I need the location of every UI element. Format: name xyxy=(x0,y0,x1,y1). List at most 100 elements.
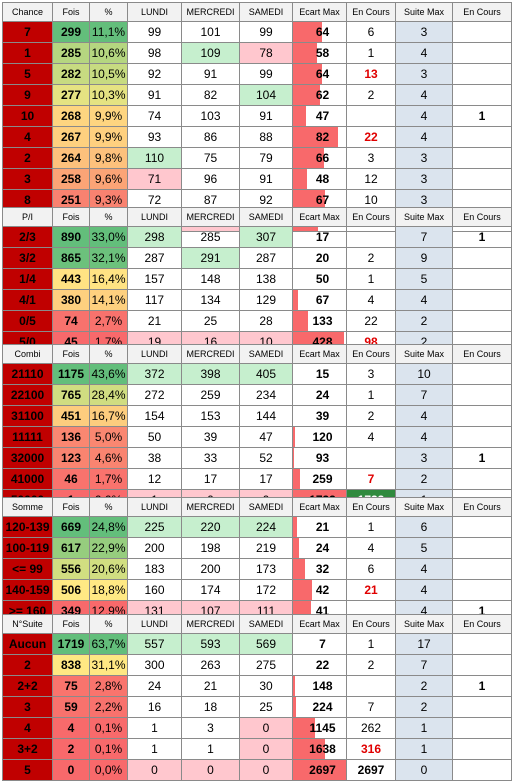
lundi-cell: 300 xyxy=(127,654,182,676)
samedi-cell: 138 xyxy=(239,268,293,290)
stats-table-5: N°Suite Fois% LUNDI MERCREDI SAMEDI Ecart Max… xyxy=(2,614,512,781)
row-label-cell: 22100 xyxy=(2,384,53,406)
fois-cell: 506 xyxy=(52,579,90,601)
lundi-cell: 1 xyxy=(127,717,182,739)
ecart-max-cell: 17 xyxy=(292,226,347,248)
en-cours-cell: 316 xyxy=(346,738,396,760)
stats-table-4: Somme Fois% LUNDI MERCREDI SAMEDI Ecart Max En… xyxy=(2,497,512,622)
ecart-data-bar xyxy=(293,448,295,468)
suite-max-cell: 3 xyxy=(395,147,453,169)
en-cours-cell xyxy=(346,226,396,248)
column-header-ecart: Ecart Max xyxy=(292,2,347,22)
en-cours-suite-cell xyxy=(452,516,512,538)
row-label-cell: 3 xyxy=(2,696,53,718)
en-cours-suite-cell xyxy=(452,654,512,676)
row-label-cell: 21110 xyxy=(2,363,53,385)
mercredi-cell: 153 xyxy=(181,405,240,427)
ecart-data-bar xyxy=(293,427,296,447)
samedi-cell: 79 xyxy=(239,147,293,169)
en-cours-suite-cell xyxy=(452,405,512,427)
suite-max-cell: 4 xyxy=(395,558,453,580)
ecart-max-value: 133 xyxy=(312,314,333,328)
samedi-cell: 99 xyxy=(239,21,293,43)
row-label-cell: 1/4 xyxy=(2,268,53,290)
row-label-cell: 41000 xyxy=(2,468,53,490)
row-label-cell: 3 xyxy=(2,168,53,190)
fois-cell: 258 xyxy=(52,168,90,190)
samedi-cell: 144 xyxy=(239,405,293,427)
ecart-max-cell: 1638 xyxy=(292,738,347,760)
column-header-encours2: En Cours xyxy=(452,344,512,364)
row-label-cell: 4 xyxy=(2,717,53,739)
table-row: 3 59 2,2% 16 18 25 224 7 2 xyxy=(2,696,512,718)
fois-cell: 282 xyxy=(52,63,90,85)
en-cours-suite-cell xyxy=(452,363,512,385)
table-row: 11111 136 5,0% 50 39 47 120 4 4 xyxy=(2,426,512,448)
percent-cell: 2,7% xyxy=(89,310,128,332)
mercredi-cell: 96 xyxy=(181,168,240,190)
lundi-cell: 16 xyxy=(127,696,182,718)
column-header-lundi: LUNDI xyxy=(127,2,182,22)
samedi-cell: 129 xyxy=(239,289,293,311)
table-row: 21110 1175 43,6% 372 398 405 15 3 10 xyxy=(2,363,512,385)
table-row: Aucun 1719 63,7% 557 593 569 7 1 17 xyxy=(2,633,512,655)
samedi-cell: 307 xyxy=(239,226,293,248)
table-row: 0/5 74 2,7% 21 25 28 133 22 2 xyxy=(2,310,512,332)
mercredi-cell: 148 xyxy=(181,268,240,290)
samedi-cell: 78 xyxy=(239,42,293,64)
ecart-max-cell: 24 xyxy=(292,537,347,559)
column-header-fois: Fois xyxy=(52,497,90,517)
mercredi-cell: 86 xyxy=(181,126,240,148)
stats-table-3: Combi Fois% LUNDI MERCREDI SAMEDI Ecart Max En… xyxy=(2,344,512,511)
percent-cell: 2,2% xyxy=(89,696,128,718)
ecart-max-value: 67 xyxy=(315,293,330,307)
en-cours-suite-cell: 1 xyxy=(452,226,512,248)
ecart-max-cell: 67 xyxy=(292,189,347,211)
column-header-ecart: Ecart Max xyxy=(292,497,347,517)
en-cours-cell: 1 xyxy=(346,268,396,290)
row-label-cell: 1 xyxy=(2,42,53,64)
en-cours-cell: 2697 xyxy=(346,759,396,781)
en-cours-suite-cell: 1 xyxy=(452,447,512,469)
fois-cell: 556 xyxy=(52,558,90,580)
en-cours-suite-cell xyxy=(452,42,512,64)
row-label-cell: 120-139 xyxy=(2,516,53,538)
percent-cell: 0,1% xyxy=(89,717,128,739)
table-row: 22100 765 28,4% 272 259 234 24 1 7 xyxy=(2,384,512,406)
en-cours-suite-cell xyxy=(452,247,512,269)
samedi-cell: 47 xyxy=(239,426,293,448)
column-header-fois: Fois xyxy=(52,344,90,364)
column-header-encours2: En Cours xyxy=(452,614,512,634)
ecart-max-cell: 93 xyxy=(292,447,347,469)
table-row: 3+2 2 0,1% 1 1 0 1638 316 1 xyxy=(2,738,512,760)
lundi-cell: 24 xyxy=(127,675,182,697)
ecart-max-value: 64 xyxy=(315,67,330,81)
column-header-samedi: SAMEDI xyxy=(239,614,293,634)
lundi-cell: 557 xyxy=(127,633,182,655)
table-row: 2/3 890 33,0% 298 285 307 17 7 1 xyxy=(2,226,512,248)
ecart-data-bar xyxy=(293,64,323,84)
ecart-max-value: 15 xyxy=(315,367,330,381)
suite-max-cell: 3 xyxy=(395,447,453,469)
table-row: 120-139 669 24,8% 225 220 224 21 1 6 xyxy=(2,516,512,538)
table-header-row: Chance Fois% LUNDI MERCREDI SAMEDI Ecart Max E… xyxy=(2,2,512,22)
en-cours-suite-cell xyxy=(452,63,512,85)
column-header-encours: En Cours xyxy=(346,207,396,227)
row-label-cell: 11111 xyxy=(2,426,53,448)
ecart-data-bar xyxy=(293,169,308,189)
percent-cell: 10,5% xyxy=(89,63,128,85)
column-header-samedi: SAMEDI xyxy=(239,207,293,227)
mercredi-cell: 263 xyxy=(181,654,240,676)
samedi-cell: 52 xyxy=(239,447,293,469)
table-row: 1/4 443 16,4% 157 148 138 50 1 5 xyxy=(2,268,512,290)
mercredi-cell: 39 xyxy=(181,426,240,448)
stats-table-1: Chance Fois% LUNDI MERCREDI SAMEDI Ecart Max E… xyxy=(2,2,512,232)
en-cours-cell xyxy=(346,105,396,127)
column-header-fois: Fois xyxy=(52,2,90,22)
row-label-cell: 31100 xyxy=(2,405,53,427)
table-row: 5 0 0,0% 0 0 0 2697 2697 0 xyxy=(2,759,512,781)
lundi-cell: 200 xyxy=(127,537,182,559)
column-header-fois: Fois xyxy=(52,207,90,227)
fois-cell: 669 xyxy=(52,516,90,538)
ecart-data-bar xyxy=(293,106,307,126)
